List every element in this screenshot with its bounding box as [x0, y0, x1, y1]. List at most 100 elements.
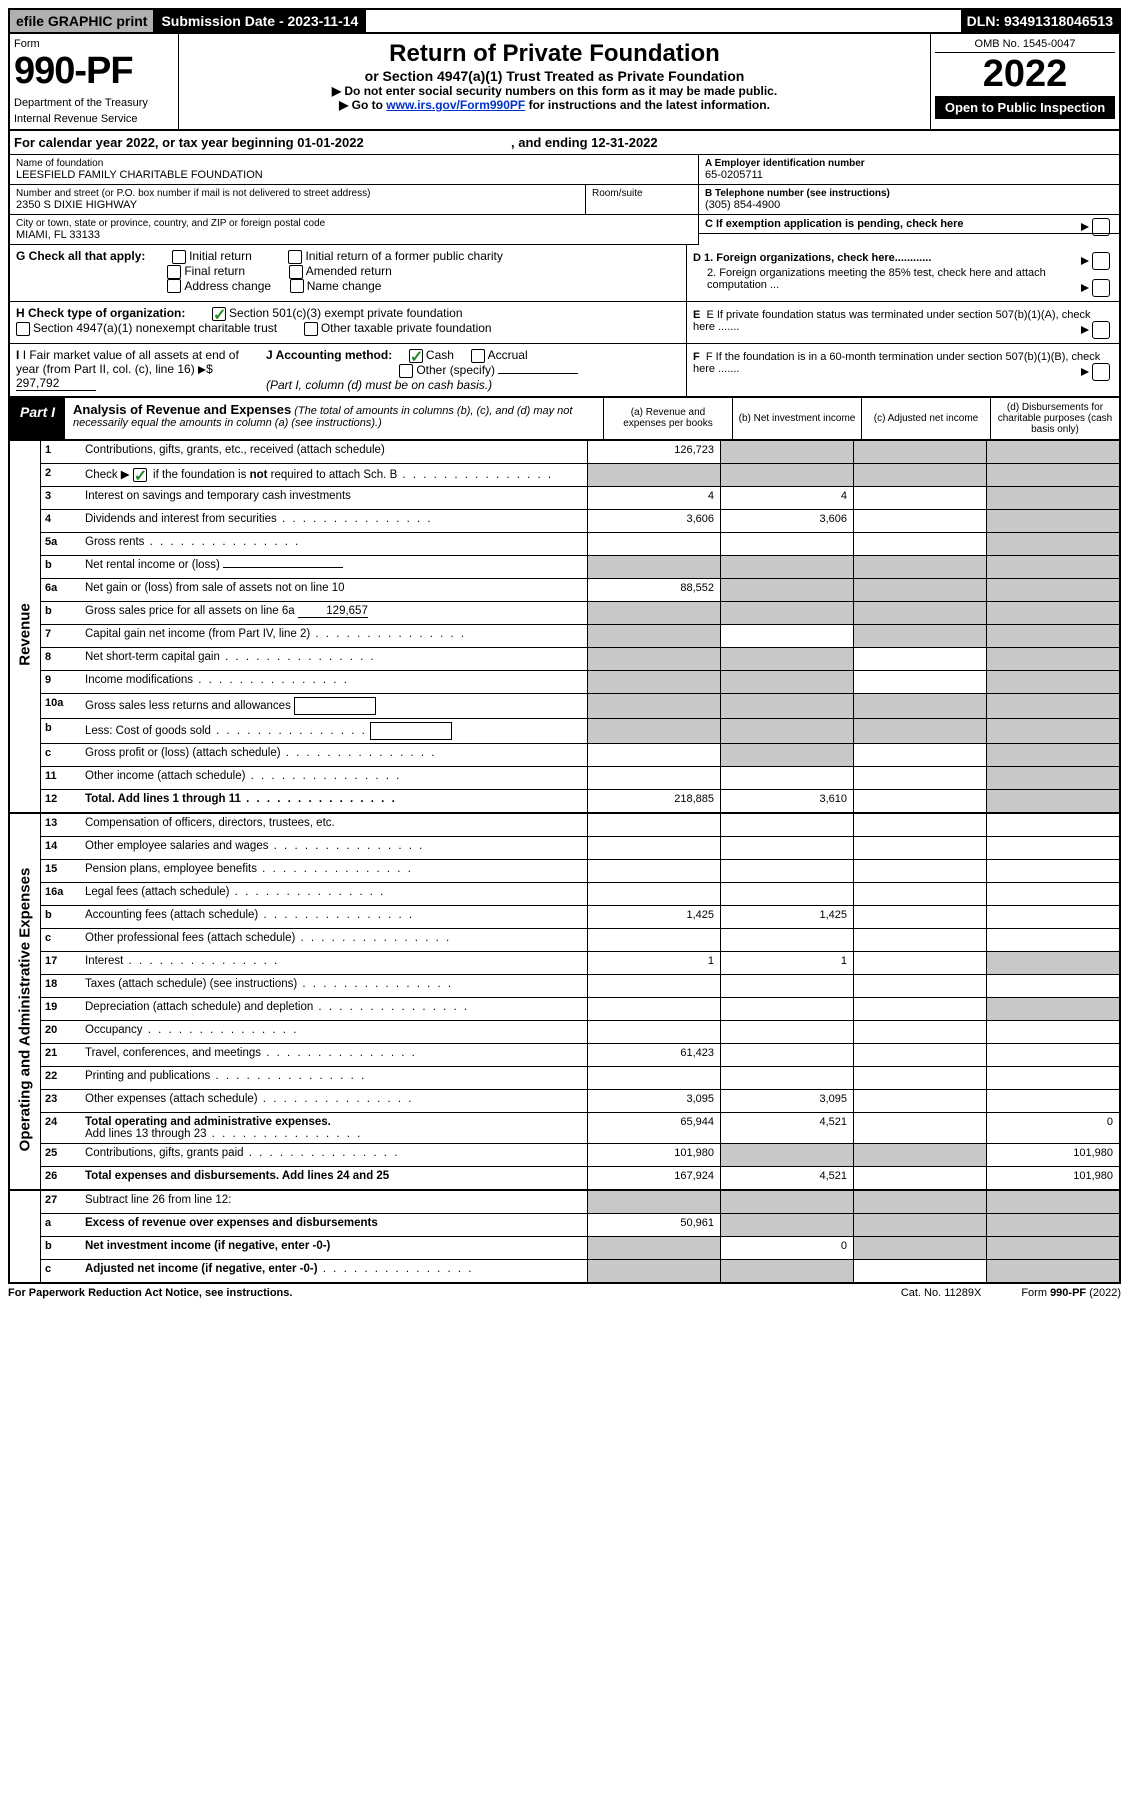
table-row: 21Travel, conferences, and meetings61,42…	[41, 1044, 1119, 1067]
dln-label: DLN: 93491318046513	[961, 10, 1119, 32]
foundation-name: LEESFIELD FAMILY CHARITABLE FOUNDATION	[16, 169, 692, 181]
tax-year-b: , and ending 12-31-2022	[511, 135, 658, 150]
table-row: 6aNet gain or (loss) from sale of assets…	[41, 579, 1119, 602]
dept-label: Department of the Treasury	[14, 97, 174, 109]
table-row: 14Other employee salaries and wages	[41, 837, 1119, 860]
checkbox-former-charity[interactable]	[288, 250, 302, 264]
table-row: bAccounting fees (attach schedule)1,4251…	[41, 906, 1119, 929]
checkbox-name-change[interactable]	[290, 279, 304, 293]
expenses-body: 13Compensation of officers, directors, t…	[41, 814, 1119, 1189]
checkbox-501c3[interactable]	[212, 307, 226, 321]
g4: Initial return of a former public charit…	[305, 249, 502, 263]
table-row: 12Total. Add lines 1 through 11218,8853,…	[41, 790, 1119, 812]
checkbox-final-return[interactable]	[167, 265, 181, 279]
col-a-head: (a) Revenue and expenses per books	[603, 398, 732, 439]
checkbox-f[interactable]	[1092, 363, 1110, 381]
table-row: 15Pension plans, employee benefits	[41, 860, 1119, 883]
arrow-icon	[1081, 326, 1089, 334]
footer-left: For Paperwork Reduction Act Notice, see …	[8, 1287, 292, 1299]
h1: Section 501(c)(3) exempt private foundat…	[229, 306, 462, 320]
city-cell: City or town, state or province, country…	[10, 215, 698, 245]
form-title: Return of Private Foundation	[185, 40, 924, 68]
ein-cell: A Employer identification number 65-0205…	[699, 155, 1119, 185]
instr-line-1: ▶ Do not enter social security numbers o…	[185, 84, 924, 98]
checkbox-d2[interactable]	[1092, 279, 1110, 297]
header-left: Form 990-PF Department of the Treasury I…	[10, 34, 179, 129]
table-row: cGross profit or (loss) (attach schedule…	[41, 744, 1119, 767]
arrow-icon	[1081, 368, 1089, 376]
addr-value: 2350 S DIXIE HIGHWAY	[16, 199, 579, 211]
g-section: G Check all that apply: Initial return I…	[10, 245, 687, 301]
check-section-ij: I I Fair market value of all assets at e…	[8, 344, 1121, 398]
table-row: 20Occupancy	[41, 1021, 1119, 1044]
h-label: H Check type of organization:	[16, 306, 185, 320]
line27-body: 27Subtract line 26 from line 12: aExcess…	[41, 1191, 1119, 1282]
part1-title-cell: Analysis of Revenue and Expenses (The to…	[65, 398, 603, 439]
arrow-icon	[1081, 284, 1089, 292]
info-row-2: Number and street (or P.O. box number if…	[8, 185, 1121, 215]
checkbox-other-method[interactable]	[399, 364, 413, 378]
revenue-side-label: Revenue	[10, 441, 41, 812]
checkbox-4947[interactable]	[16, 322, 30, 336]
form-subtitle: or Section 4947(a)(1) Trust Treated as P…	[185, 68, 924, 84]
checkbox-other-taxable[interactable]	[304, 322, 318, 336]
checkbox-e[interactable]	[1092, 321, 1110, 339]
form-number: 990-PF	[14, 50, 174, 93]
checkbox-amended[interactable]	[289, 265, 303, 279]
header-right: OMB No. 1545-0047 2022 Open to Public In…	[930, 34, 1119, 129]
i-section: I I Fair market value of all assets at e…	[16, 348, 256, 392]
f-label: F If the foundation is in a 60-month ter…	[693, 351, 1100, 375]
phone-cell: B Telephone number (see instructions) (3…	[699, 185, 1119, 215]
e-label: E If private foundation status was termi…	[693, 309, 1090, 333]
j2: Accrual	[488, 348, 528, 362]
revenue-label: Revenue	[17, 603, 34, 666]
checkbox-initial-return[interactable]	[172, 250, 186, 264]
address-cell: Number and street (or P.O. box number if…	[10, 185, 585, 215]
j1: Cash	[426, 348, 454, 362]
checkbox-c[interactable]	[1092, 218, 1110, 236]
checkbox-schb[interactable]	[133, 468, 147, 482]
table-row: 10aGross sales less returns and allowanc…	[41, 694, 1119, 719]
footer-mid: Cat. No. 11289X	[901, 1287, 982, 1299]
table-row: 25Contributions, gifts, grants paid101,9…	[41, 1144, 1119, 1167]
checkbox-accrual[interactable]	[471, 349, 485, 363]
expenses-table: Operating and Administrative Expenses 13…	[8, 814, 1121, 1191]
table-row: cOther professional fees (attach schedul…	[41, 929, 1119, 952]
table-row: 8Net short-term capital gain	[41, 648, 1119, 671]
table-row: 11Other income (attach schedule)	[41, 767, 1119, 790]
g-label: G Check all that apply:	[16, 249, 145, 263]
tax-year-row: For calendar year 2022, or tax year begi…	[8, 131, 1121, 155]
checkbox-cash[interactable]	[409, 349, 423, 363]
expenses-side-label: Operating and Administrative Expenses	[10, 814, 41, 1189]
room-cell: Room/suite	[585, 185, 698, 215]
d-section: D 1. Foreign organizations, check here..…	[687, 245, 1119, 301]
table-row: 27Subtract line 26 from line 12:	[41, 1191, 1119, 1214]
ein-value: 65-0205711	[705, 169, 1113, 181]
ein-label: A Employer identification number	[705, 158, 1113, 169]
i-label: I Fair market value of all assets at end…	[16, 348, 239, 376]
revenue-body: 1Contributions, gifts, grants, etc., rec…	[41, 441, 1119, 812]
table-row: 13Compensation of officers, directors, t…	[41, 814, 1119, 837]
table-row: 1Contributions, gifts, grants, etc., rec…	[41, 441, 1119, 464]
part1-title: Analysis of Revenue and Expenses	[73, 402, 291, 417]
tax-year: 2022	[935, 53, 1115, 96]
checkbox-d1[interactable]	[1092, 252, 1110, 270]
part1-header: Part I Analysis of Revenue and Expenses …	[8, 398, 1121, 441]
table-row: cAdjusted net income (if negative, enter…	[41, 1260, 1119, 1282]
form-link[interactable]: www.irs.gov/Form990PF	[386, 98, 525, 112]
d2-label: 2. Foreign organizations meeting the 85%…	[707, 267, 1046, 291]
instr-line-2: ▶ Go to www.irs.gov/Form990PF for instru…	[185, 98, 924, 112]
table-row: 5aGross rents	[41, 533, 1119, 556]
f-section: F F If the foundation is in a 60-month t…	[687, 344, 1119, 396]
table-row: 26Total expenses and disbursements. Add …	[41, 1167, 1119, 1189]
table-row: bLess: Cost of goods sold	[41, 719, 1119, 744]
col-d-head: (d) Disbursements for charitable purpose…	[990, 398, 1119, 439]
j-note: (Part I, column (d) must be on cash basi…	[266, 378, 492, 392]
h2: Section 4947(a)(1) nonexempt charitable …	[33, 321, 277, 335]
checkbox-address-change[interactable]	[167, 279, 181, 293]
table-row: bNet investment income (if negative, ent…	[41, 1237, 1119, 1260]
g3: Address change	[184, 279, 271, 293]
omb-label: OMB No. 1545-0047	[935, 38, 1115, 53]
header-mid: Return of Private Foundation or Section …	[179, 34, 930, 129]
efile-label: efile GRAPHIC print	[10, 10, 155, 32]
